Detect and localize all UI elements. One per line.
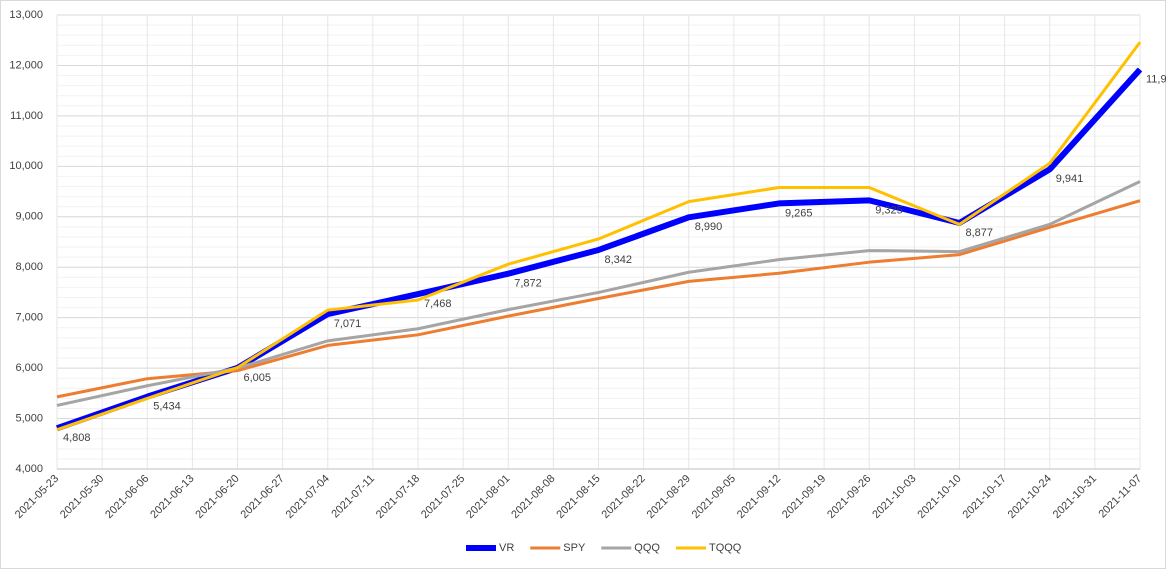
data-label: 9,265 — [785, 207, 813, 219]
data-label: 9,325 — [875, 204, 903, 216]
data-label: 8,342 — [605, 254, 633, 266]
y-tick-label: 8,000 — [15, 261, 43, 273]
y-tick-label: 11,000 — [10, 110, 43, 122]
legend-label: VR — [499, 542, 514, 554]
y-tick-label: 6,000 — [15, 362, 43, 374]
data-label: 7,872 — [514, 278, 542, 290]
data-label: 9,941 — [1056, 173, 1084, 185]
legend-label: TQQQ — [709, 542, 742, 554]
data-label: 7,071 — [334, 318, 362, 330]
y-tick-label: 4,000 — [15, 463, 43, 475]
series-line — [56, 41, 1142, 432]
legend-label: QQQ — [634, 542, 660, 554]
y-tick-label: 9,000 — [15, 211, 43, 223]
data-label: 8,990 — [695, 221, 723, 233]
y-tick-label: 10,000 — [9, 160, 43, 172]
y-tick-label: 13,000 — [9, 9, 43, 21]
y-tick-label: 5,000 — [15, 412, 43, 424]
y-tick-label: 12,000 — [9, 59, 43, 71]
data-label: 11,919 — [1146, 73, 1166, 85]
data-label: 6,005 — [244, 372, 272, 384]
data-label: 4,808 — [63, 432, 91, 444]
data-label: 7,468 — [424, 298, 452, 310]
legend-label: SPY — [563, 542, 586, 554]
series-line — [56, 199, 1141, 399]
data-label: 8,877 — [966, 227, 994, 239]
data-label: 5,434 — [153, 401, 181, 413]
y-tick-label: 7,000 — [15, 312, 43, 324]
